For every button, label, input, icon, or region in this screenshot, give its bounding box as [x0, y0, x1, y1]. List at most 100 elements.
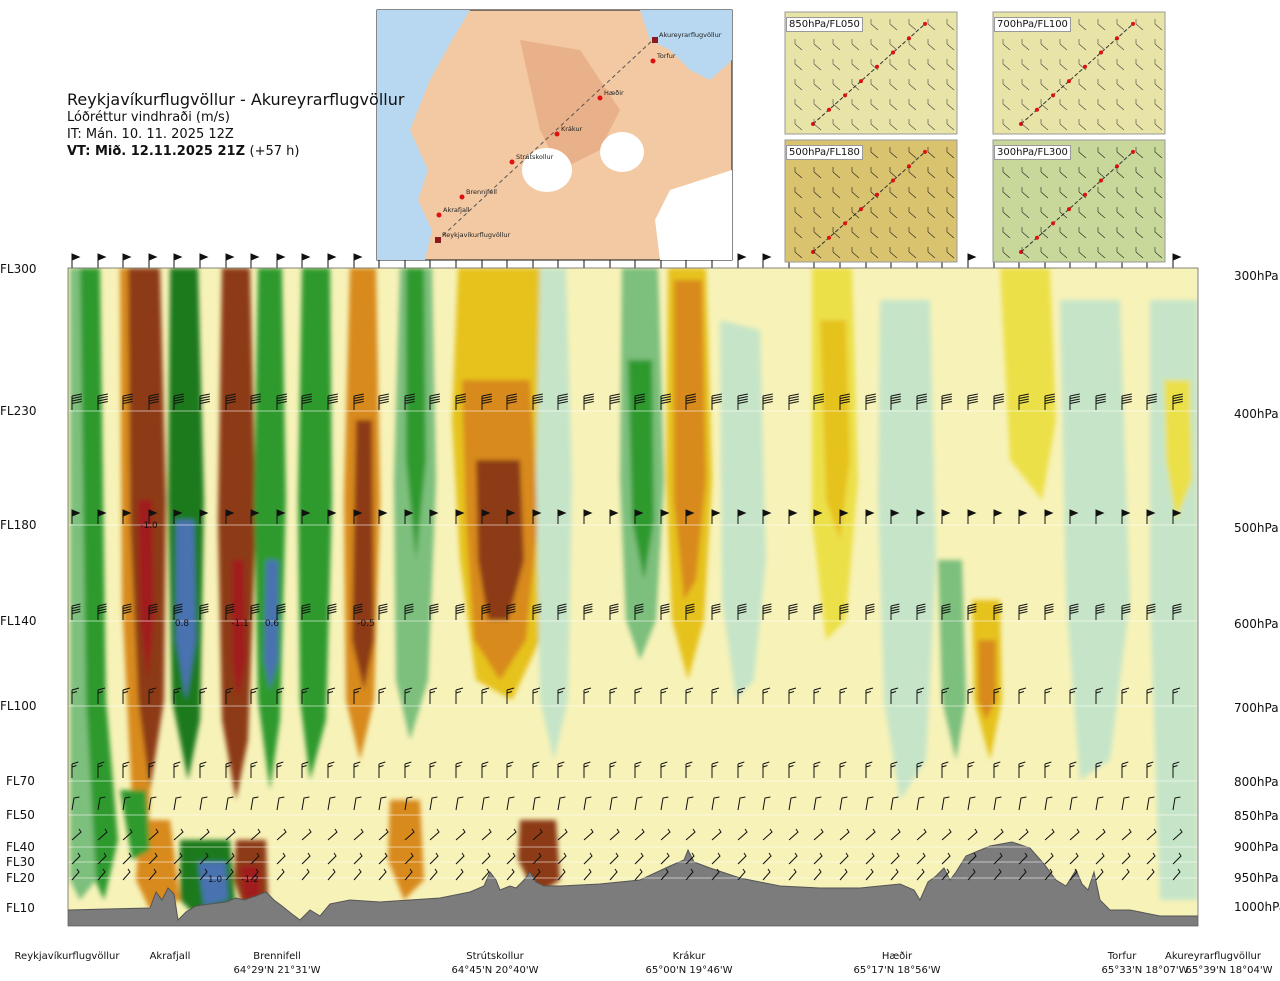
inset-wind-barb — [832, 207, 841, 219]
value-annotation: -0.5 — [357, 619, 375, 629]
wind-barb — [506, 828, 517, 841]
wind-barb — [813, 509, 823, 524]
wind-barb — [173, 253, 183, 268]
wind-barb — [583, 687, 592, 704]
wind-barb — [609, 828, 620, 841]
inset-wind-barb — [1002, 79, 1011, 91]
wind-barb — [250, 796, 259, 811]
wind-barb — [941, 687, 950, 704]
wind-barb — [353, 828, 364, 841]
inset-wind-barb — [1097, 187, 1106, 199]
wind-barb — [71, 603, 81, 620]
wind-barb — [788, 687, 797, 704]
value-annotation: 1.0 — [208, 875, 223, 885]
wind-barb — [71, 393, 82, 410]
inset-wind-barb — [889, 119, 898, 131]
wind-barb — [685, 761, 693, 778]
inset-wind-barb — [1040, 39, 1049, 51]
inset-wind-barb — [1116, 19, 1125, 31]
wind-barb — [1172, 828, 1183, 841]
wind-barb — [481, 687, 490, 704]
inset-wind-barb — [794, 247, 803, 259]
inset-wind-barb — [908, 207, 917, 219]
wind-barb — [1146, 852, 1156, 865]
value-annotation: 0.8 — [175, 619, 190, 629]
inset-wind-barb — [1154, 147, 1163, 159]
map-station-marker — [597, 95, 603, 101]
inset-wind-barb — [1021, 187, 1030, 199]
wind-barb — [762, 852, 772, 865]
wind-barb — [148, 253, 158, 268]
map-glacier-2 — [600, 132, 644, 172]
wind-barb — [762, 509, 772, 524]
wind-barb — [788, 828, 799, 841]
wind-barb — [71, 868, 80, 881]
wind-barb — [941, 828, 952, 841]
location-name: Krákur — [672, 951, 706, 962]
inset-station-dot — [827, 235, 831, 240]
wind-barb — [71, 509, 81, 524]
wind-barb — [353, 868, 362, 881]
inset-station-dot — [843, 93, 847, 98]
inset-wind-barb — [927, 59, 936, 71]
inset-wind-barb — [1154, 39, 1163, 51]
wind-barb — [225, 761, 233, 778]
wind-barb — [557, 868, 566, 881]
wind-barb — [481, 761, 489, 778]
wind-barb — [327, 868, 336, 881]
inset-wind-barb — [946, 227, 955, 239]
wind-barb — [1018, 509, 1028, 524]
wind-barb — [301, 603, 311, 620]
inset-wind-barb — [889, 167, 898, 179]
low-green-2 — [120, 790, 150, 860]
inset-wind-barb — [927, 99, 936, 111]
wind-barb — [762, 828, 773, 841]
inset-850 — [784, 11, 958, 135]
wind-barb — [634, 603, 644, 620]
inset-wind-barb — [1135, 147, 1144, 159]
map-highlands — [520, 40, 620, 170]
wind-barb — [967, 796, 976, 811]
wind-barb — [429, 603, 439, 620]
wind-barb — [327, 852, 337, 865]
inset-wind-barb — [1135, 207, 1144, 219]
wind-barb — [532, 796, 541, 811]
wind-barb — [429, 796, 438, 811]
inset-wind-barb — [889, 227, 898, 239]
fl-label: FL230 — [0, 404, 37, 418]
wind-barb — [327, 603, 337, 620]
inset-wind-barb — [1059, 207, 1068, 219]
wind-barb — [634, 828, 645, 841]
inset-wind-barb — [1078, 59, 1087, 71]
wind-barb — [788, 868, 797, 881]
wind-barb — [301, 509, 311, 524]
hpa-label: 950hPa — [1234, 871, 1279, 885]
inset-wind-barb — [832, 247, 841, 259]
location-name: Akureyrarflugvöllur — [1164, 951, 1262, 962]
inset-wind-barb — [794, 99, 803, 111]
wind-barb — [173, 509, 183, 524]
wind-barb — [327, 828, 338, 841]
band-yellow-10b — [820, 320, 850, 540]
inset-station-dot — [1051, 221, 1055, 226]
wind-barb — [199, 852, 209, 865]
wind-barb — [301, 828, 312, 841]
inset-wind-barb — [908, 39, 917, 51]
wind-barb — [122, 603, 132, 620]
wind-barb — [173, 852, 183, 865]
inset-wind-barb — [908, 167, 917, 179]
inset-wind-barb — [1040, 227, 1049, 239]
hpa-label: 850hPa — [1234, 809, 1279, 823]
wind-barb — [250, 868, 259, 881]
wind-barb — [967, 761, 975, 778]
inset-wind-barb — [1021, 207, 1030, 219]
wind-barb — [276, 828, 287, 841]
band-blue-2 — [264, 560, 278, 690]
wind-barb — [583, 828, 594, 841]
wind-barb — [122, 687, 131, 704]
wind-barb — [839, 868, 848, 881]
wind-barb — [737, 603, 747, 620]
inset-station-dot — [891, 50, 895, 55]
inset-wind-barb — [1078, 39, 1087, 51]
wind-barb — [557, 687, 566, 704]
